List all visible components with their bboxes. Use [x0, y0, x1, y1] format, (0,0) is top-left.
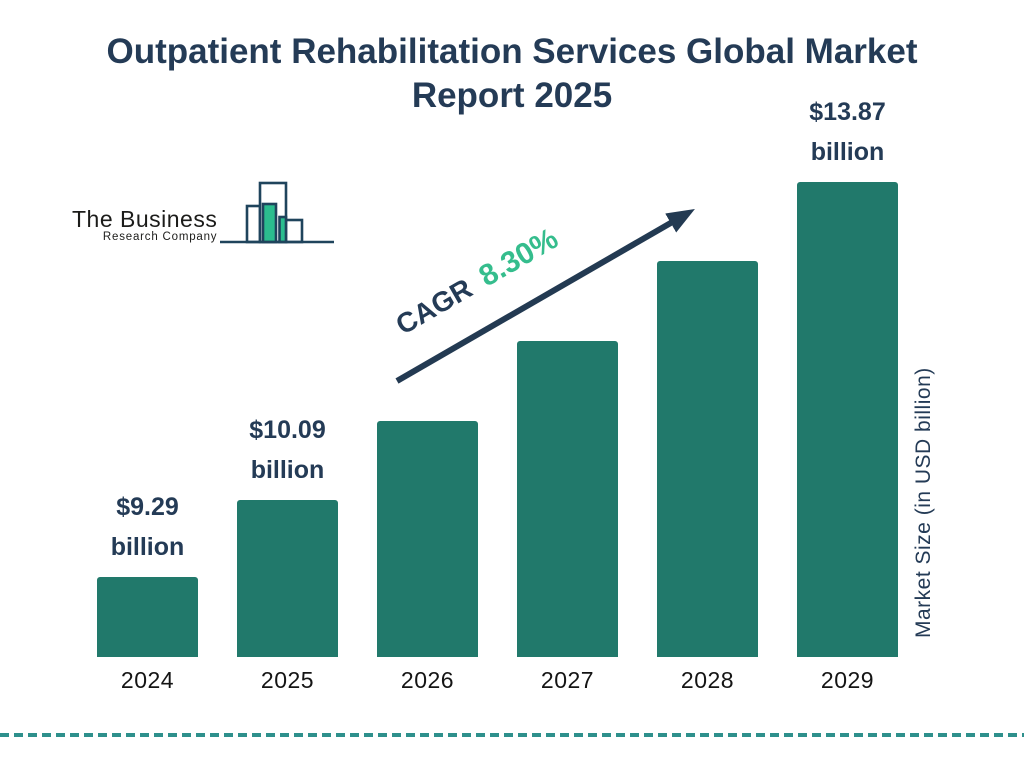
bar-value-label: $10.09 billion: [207, 410, 369, 490]
company-logo: The Business Research Company: [72, 180, 335, 246]
bar-2029: [797, 182, 898, 657]
page-title: Outpatient Rehabilitation Services Globa…: [106, 32, 918, 116]
y-axis-title: Market Size (in USD billion): [912, 367, 935, 638]
value-amount: $10.09: [249, 416, 326, 444]
x-tick-label: 2026: [400, 667, 455, 693]
bar-value-label: $13.87 billion: [767, 92, 929, 172]
value-unit: billion: [250, 456, 325, 484]
bar-2028: [657, 261, 758, 657]
bar-group: $10.09 billion 2025: [237, 416, 338, 693]
value-amount: $13.87: [809, 98, 886, 126]
bar-value-label: $9.29 billion: [67, 487, 229, 567]
value-unit: billion: [810, 138, 885, 166]
bar-group: $13.87 billion 2029: [797, 98, 898, 693]
growth-arrow: [395, 209, 695, 384]
bar-chart-logo-icon: [220, 181, 335, 244]
logo-name-line1: The Business: [72, 206, 218, 232]
x-tick-label: 2025: [260, 667, 315, 693]
x-tick-label: 2029: [820, 667, 875, 693]
logo-name-line2: Research Company: [102, 231, 218, 243]
bar-group: $9.29 billion 2024: [97, 493, 198, 693]
bar-2027: [517, 341, 618, 657]
x-tick-label: 2028: [680, 667, 735, 693]
x-tick-label: 2027: [540, 667, 595, 693]
bottom-dashed-divider: [0, 733, 1024, 737]
bar-2026: [377, 421, 478, 657]
value-unit: billion: [110, 533, 185, 561]
value-amount: $9.29: [116, 493, 179, 521]
x-tick-label: 2024: [120, 667, 175, 693]
bar-2024: [97, 577, 198, 657]
bar-group: 2028: [657, 261, 758, 693]
bar-group: 2027: [517, 341, 618, 693]
bar-group: 2026: [377, 421, 478, 693]
logo-text: The Business Research Company: [72, 207, 217, 246]
bar-2025: [237, 500, 338, 657]
